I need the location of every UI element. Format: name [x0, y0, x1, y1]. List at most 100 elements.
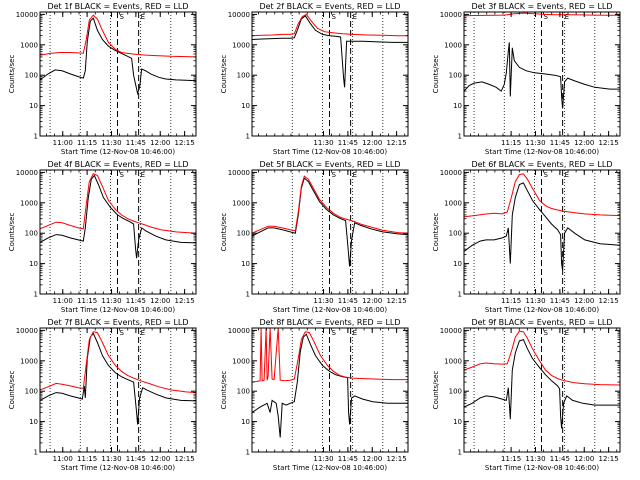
- y-tick-label: 1: [458, 449, 462, 457]
- chart-panel: Det 1f BLACK = Events, RED = LLD S E 1 10 100…: [8, 2, 197, 156]
- series-lld-line: [464, 330, 620, 386]
- y-tick-label: 10000: [440, 169, 462, 177]
- x-tick-label: 12:00: [574, 139, 594, 147]
- x-tick-label: 11:45: [126, 139, 146, 147]
- x-tick-label: 11:15: [501, 139, 521, 147]
- x-tick-label: 12:15: [387, 455, 407, 463]
- y-tick-label: 10000: [228, 169, 250, 177]
- y-tick-label: 10000: [16, 327, 38, 335]
- x-tick-label: 11:45: [550, 455, 570, 463]
- interval-marker-s: S: [543, 329, 548, 337]
- y-tick-label: 1: [34, 449, 38, 457]
- chart-title: Det 9f BLACK = Events, RED = LLD: [471, 318, 612, 327]
- y-axis-label: Counts/sec: [8, 213, 16, 252]
- series-lld-line: [252, 175, 408, 234]
- chart-title: Det 7f BLACK = Events, RED = LLD: [47, 318, 188, 327]
- x-tick-label: 12:15: [599, 297, 619, 305]
- interval-marker-e: E: [565, 329, 569, 337]
- interval-marker-s: S: [119, 171, 124, 179]
- y-tick-label: 1: [458, 133, 462, 141]
- y-tick-label: 1000: [444, 199, 462, 207]
- plot-frame: [251, 11, 409, 137]
- y-tick-label: 100: [25, 388, 38, 396]
- x-tick-label: 11:00: [53, 297, 73, 305]
- y-axis-label: Counts/sec: [220, 371, 228, 410]
- chart-panel: Det 3f BLACK = Events, RED = LLD S E 1 10 100…: [432, 2, 621, 156]
- x-axis-label: Start Time (12-Nov-08 10:46:00): [61, 306, 175, 314]
- chart-title: Det 4f BLACK = Events, RED = LLD: [47, 160, 188, 169]
- chart-panel: Det 8f BLACK = Events, RED = LLD S E 1 10 100…: [220, 318, 409, 472]
- x-tick-label: 12:15: [387, 139, 407, 147]
- chart-title: Det 1f BLACK = Events, RED = LLD: [47, 2, 188, 11]
- y-axis-label: Counts/sec: [8, 371, 16, 410]
- x-tick-label: 12:00: [574, 297, 594, 305]
- x-tick-label: 11:15: [501, 297, 521, 305]
- y-tick-label: 10: [453, 260, 462, 268]
- x-tick-label: 11:45: [550, 297, 570, 305]
- y-tick-label: 1: [34, 291, 38, 299]
- x-tick-label: 11:15: [501, 455, 521, 463]
- series-lld-line: [40, 173, 196, 234]
- interval-marker-s: S: [543, 171, 548, 179]
- interval-marker-s: S: [119, 329, 124, 337]
- y-tick-label: 1: [458, 291, 462, 299]
- y-axis-label: Counts/sec: [432, 213, 440, 252]
- series-events-line: [252, 333, 408, 438]
- interval-marker-e: E: [141, 329, 145, 337]
- y-tick-label: 100: [237, 388, 250, 396]
- y-tick-label: 1: [246, 449, 250, 457]
- x-tick-label: 12:00: [362, 139, 382, 147]
- y-tick-label: 10: [241, 260, 250, 268]
- x-axis-label: Start Time (12-Nov-08 10:46:00): [61, 464, 175, 472]
- x-tick-label: 11:00: [53, 455, 73, 463]
- y-tick-label: 1000: [20, 357, 38, 365]
- series-events-line: [464, 182, 620, 271]
- interval-marker-e: E: [353, 329, 357, 337]
- y-tick-label: 10: [29, 260, 38, 268]
- series-events-line: [40, 174, 196, 259]
- series-events-line: [464, 338, 620, 429]
- y-tick-label: 100: [237, 72, 250, 80]
- x-tick-label: 12:15: [599, 139, 619, 147]
- x-tick-label: 12:00: [150, 139, 170, 147]
- chart-title: Det 8f BLACK = Events, RED = LLD: [259, 318, 400, 327]
- interval-marker-e: E: [565, 13, 569, 21]
- x-tick-label: 11:30: [101, 455, 121, 463]
- x-tick-label: 11:30: [525, 455, 545, 463]
- series-lld-line: [252, 13, 408, 37]
- y-tick-label: 10: [453, 418, 462, 426]
- plot-frame: [39, 327, 197, 453]
- x-tick-label: 12:15: [175, 455, 195, 463]
- x-tick-label: 11:15: [77, 297, 97, 305]
- y-tick-label: 1000: [20, 199, 38, 207]
- x-axis-label: Start Time (12-Nov-08 10:46:00): [273, 306, 387, 314]
- y-tick-label: 10000: [16, 11, 38, 19]
- y-tick-label: 10: [241, 102, 250, 110]
- y-tick-label: 1: [34, 133, 38, 141]
- series-events-line: [252, 177, 408, 267]
- chart-panel: Det 9f BLACK = Events, RED = LLD S E 1 10 100…: [432, 318, 621, 472]
- series-events-line: [464, 42, 620, 109]
- interval-marker-s: S: [119, 13, 124, 21]
- x-tick-label: 11:45: [550, 139, 570, 147]
- x-tick-label: 12:15: [175, 297, 195, 305]
- y-axis-label: Counts/sec: [432, 55, 440, 94]
- y-tick-label: 100: [449, 230, 462, 238]
- y-tick-label: 10: [29, 418, 38, 426]
- chart-title: Det 6f BLACK = Events, RED = LLD: [471, 160, 612, 169]
- chart-panel: Det 6f BLACK = Events, RED = LLD S E 1 10 100…: [432, 160, 621, 314]
- x-tick-label: 11:30: [313, 297, 333, 305]
- plot-frame: [39, 169, 197, 295]
- x-tick-label: 11:45: [126, 455, 146, 463]
- interval-marker-e: E: [565, 171, 569, 179]
- x-tick-label: 12:00: [150, 455, 170, 463]
- x-tick-label: 11:15: [77, 455, 97, 463]
- y-tick-label: 100: [237, 230, 250, 238]
- x-tick-label: 11:45: [338, 297, 358, 305]
- y-tick-label: 10: [29, 102, 38, 110]
- x-tick-label: 11:00: [53, 139, 73, 147]
- x-tick-label: 11:30: [525, 297, 545, 305]
- y-tick-label: 100: [449, 388, 462, 396]
- x-tick-label: 12:15: [175, 139, 195, 147]
